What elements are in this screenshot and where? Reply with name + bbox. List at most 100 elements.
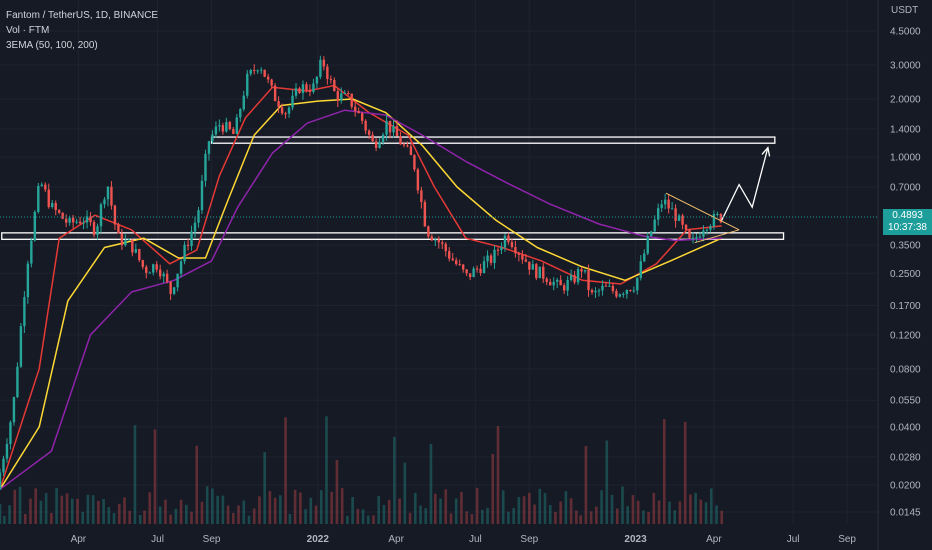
candle-body — [430, 236, 434, 241]
volume-bar — [91, 495, 95, 524]
volume-bar — [50, 513, 53, 524]
ema-line-2 — [0, 98, 723, 490]
y-tick-label: 0.3500 — [890, 241, 921, 252]
candle-body — [89, 216, 92, 223]
x-tick-label: 2023 — [624, 534, 647, 545]
volume-bar — [247, 515, 251, 524]
candle-body — [214, 126, 218, 135]
candle-body — [367, 130, 371, 135]
triangle-upper-trendline[interactable] — [665, 192, 740, 231]
candle-body — [416, 169, 420, 191]
candle-body — [232, 129, 235, 134]
candle-body — [364, 120, 367, 131]
candle-body — [340, 93, 343, 101]
candle-body — [705, 229, 709, 231]
projection-arrow-path[interactable] — [721, 147, 769, 221]
candle-body — [155, 264, 158, 270]
volume-bar — [419, 505, 422, 524]
volume-bar — [158, 506, 162, 524]
volume-bar — [486, 507, 489, 524]
volume-bar — [340, 488, 344, 524]
candle-body — [653, 219, 656, 232]
y-tick-label: 0.0400 — [890, 422, 921, 433]
candle-body — [99, 204, 103, 227]
price-axis[interactable]: 4.5000 3.0000 2.0000 1.4000 1.0000 0.7000 0.35… — [877, 0, 921, 550]
candle-body — [280, 107, 284, 114]
volume-bar — [372, 515, 375, 524]
candle-body — [343, 92, 346, 94]
time-axis[interactable]: Apr Jul Sep 2022 Apr Jul Sep 2023 Apr Jul Sep — [71, 534, 857, 545]
volume-bar — [470, 514, 474, 524]
volume-bar — [284, 417, 287, 524]
candle-body — [608, 285, 611, 287]
candle-body — [85, 216, 89, 223]
candle-body — [54, 203, 57, 211]
candle-body — [524, 259, 528, 262]
volume-bar — [23, 513, 27, 524]
triangle-lower-trendline[interactable] — [694, 229, 740, 244]
candle-body — [378, 141, 381, 148]
candle-body — [284, 113, 287, 115]
candle-body — [423, 202, 427, 227]
candle-body — [521, 254, 524, 260]
candle-body — [479, 268, 482, 274]
volume-bar — [600, 490, 603, 524]
volume-bar — [610, 494, 614, 524]
volume-bar — [55, 488, 58, 524]
volume-bar — [642, 510, 645, 524]
candle-body — [47, 189, 50, 208]
volume-bar — [97, 500, 100, 524]
price-unit-label: USDT — [891, 5, 919, 16]
symbol-title[interactable]: Fantom / TetherUS, 1D, BINANCE — [6, 10, 159, 21]
resistance-zone[interactable] — [210, 136, 776, 144]
candle-body — [145, 266, 148, 273]
candle-body — [552, 281, 555, 286]
volume-bar — [569, 498, 573, 524]
candle-body — [482, 261, 486, 274]
candle-body — [16, 366, 19, 398]
volume-bar — [44, 493, 48, 524]
volume-bar — [454, 498, 458, 524]
candle-body — [500, 247, 503, 251]
candle-body — [30, 240, 33, 264]
candle-body — [301, 84, 305, 94]
projection-arrow-head[interactable] — [761, 146, 771, 157]
candle-body — [75, 221, 78, 223]
candle-body — [0, 472, 2, 490]
candle-body — [204, 153, 207, 181]
candle-body — [667, 199, 670, 209]
candle-body — [183, 244, 186, 262]
volume-indicator-label[interactable]: Vol · FTM — [6, 25, 50, 36]
candle-body — [555, 279, 559, 282]
candle-body — [61, 212, 64, 219]
y-tick-label: 1.0000 — [890, 153, 921, 164]
drawing-annotations[interactable] — [665, 146, 771, 244]
candle-body — [458, 264, 461, 266]
candle-body — [615, 291, 618, 297]
candle-body — [702, 230, 705, 237]
volume-bar — [548, 505, 552, 524]
ema-indicator-label[interactable]: 3EMA (50, 100, 200) — [6, 40, 98, 51]
volume-bar — [179, 499, 183, 524]
x-tick-label: Sep — [520, 534, 538, 545]
candle-body — [643, 253, 646, 262]
candle-body — [670, 208, 674, 210]
volume-bar — [123, 497, 126, 524]
candle-body — [26, 263, 30, 298]
candle-body — [684, 224, 688, 230]
volume-bar — [128, 510, 132, 524]
volume-bar — [304, 509, 307, 524]
candle-body — [381, 134, 385, 142]
volume-bar — [263, 452, 266, 524]
candle-body — [211, 134, 214, 142]
horizontal-zones[interactable] — [1, 136, 785, 240]
candle-body — [639, 261, 642, 278]
volume-bar — [195, 445, 199, 524]
candle-body — [580, 269, 583, 272]
support-zone[interactable] — [1, 232, 785, 240]
volume-bar — [185, 504, 188, 524]
volume-bar — [351, 496, 354, 524]
volume-bar — [704, 502, 708, 524]
candle-body — [597, 290, 601, 292]
